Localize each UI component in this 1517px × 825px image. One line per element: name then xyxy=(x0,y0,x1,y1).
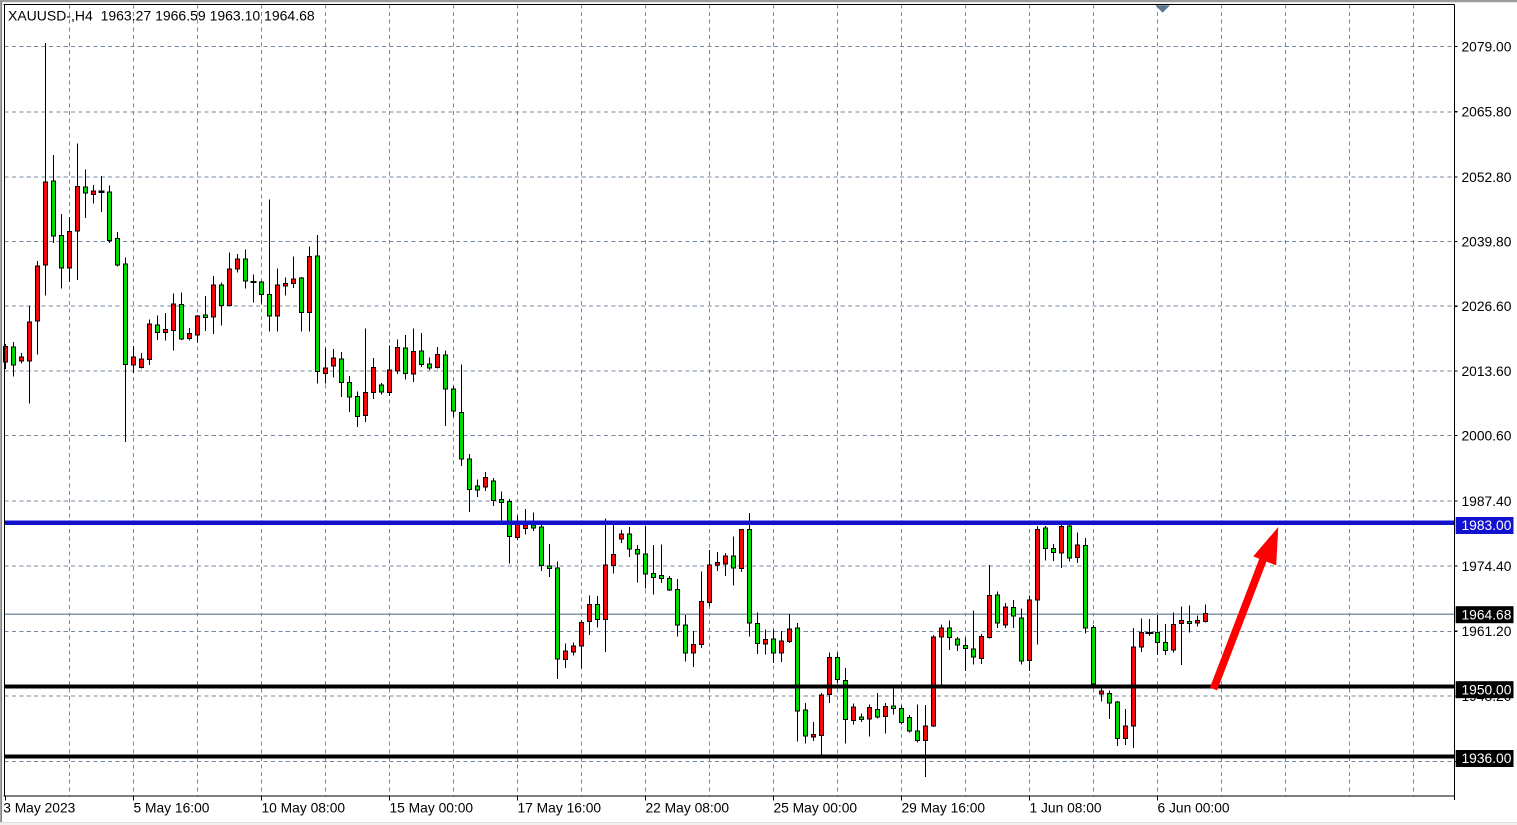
svg-text:XAUUSD-,H4 1963.27 1966.59 19: XAUUSD-,H4 1963.27 1966.59 1963.10 1964.… xyxy=(8,8,315,24)
svg-text:2026.60: 2026.60 xyxy=(1462,299,1512,314)
svg-text:1 Jun 08:00: 1 Jun 08:00 xyxy=(1030,801,1102,816)
svg-text:2052.80: 2052.80 xyxy=(1462,170,1512,185)
svg-text:1936.00: 1936.00 xyxy=(1462,751,1512,766)
svg-text:2000.60: 2000.60 xyxy=(1462,428,1512,443)
svg-text:5 May 16:00: 5 May 16:00 xyxy=(134,801,210,816)
svg-text:1987.40: 1987.40 xyxy=(1462,494,1512,509)
svg-text:2039.80: 2039.80 xyxy=(1462,234,1512,249)
svg-text:2065.80: 2065.80 xyxy=(1462,105,1512,120)
svg-text:29 May 16:00: 29 May 16:00 xyxy=(902,801,986,816)
svg-text:17 May 16:00: 17 May 16:00 xyxy=(518,801,602,816)
svg-text:15 May 00:00: 15 May 00:00 xyxy=(390,801,474,816)
svg-text:3 May 2023: 3 May 2023 xyxy=(3,801,75,816)
svg-text:2013.60: 2013.60 xyxy=(1462,364,1512,379)
svg-text:1961.20: 1961.20 xyxy=(1462,624,1512,639)
svg-text:6 Jun 00:00: 6 Jun 00:00 xyxy=(1158,801,1230,816)
svg-text:1983.00: 1983.00 xyxy=(1462,518,1512,533)
svg-text:1950.00: 1950.00 xyxy=(1462,682,1512,697)
svg-text:1964.68: 1964.68 xyxy=(1462,607,1512,622)
svg-text:25 May 00:00: 25 May 00:00 xyxy=(774,801,858,816)
svg-text:10 May 08:00: 10 May 08:00 xyxy=(262,801,346,816)
svg-text:1974.40: 1974.40 xyxy=(1462,559,1512,574)
svg-text:22 May 08:00: 22 May 08:00 xyxy=(646,801,730,816)
svg-text:2079.00: 2079.00 xyxy=(1462,39,1512,54)
